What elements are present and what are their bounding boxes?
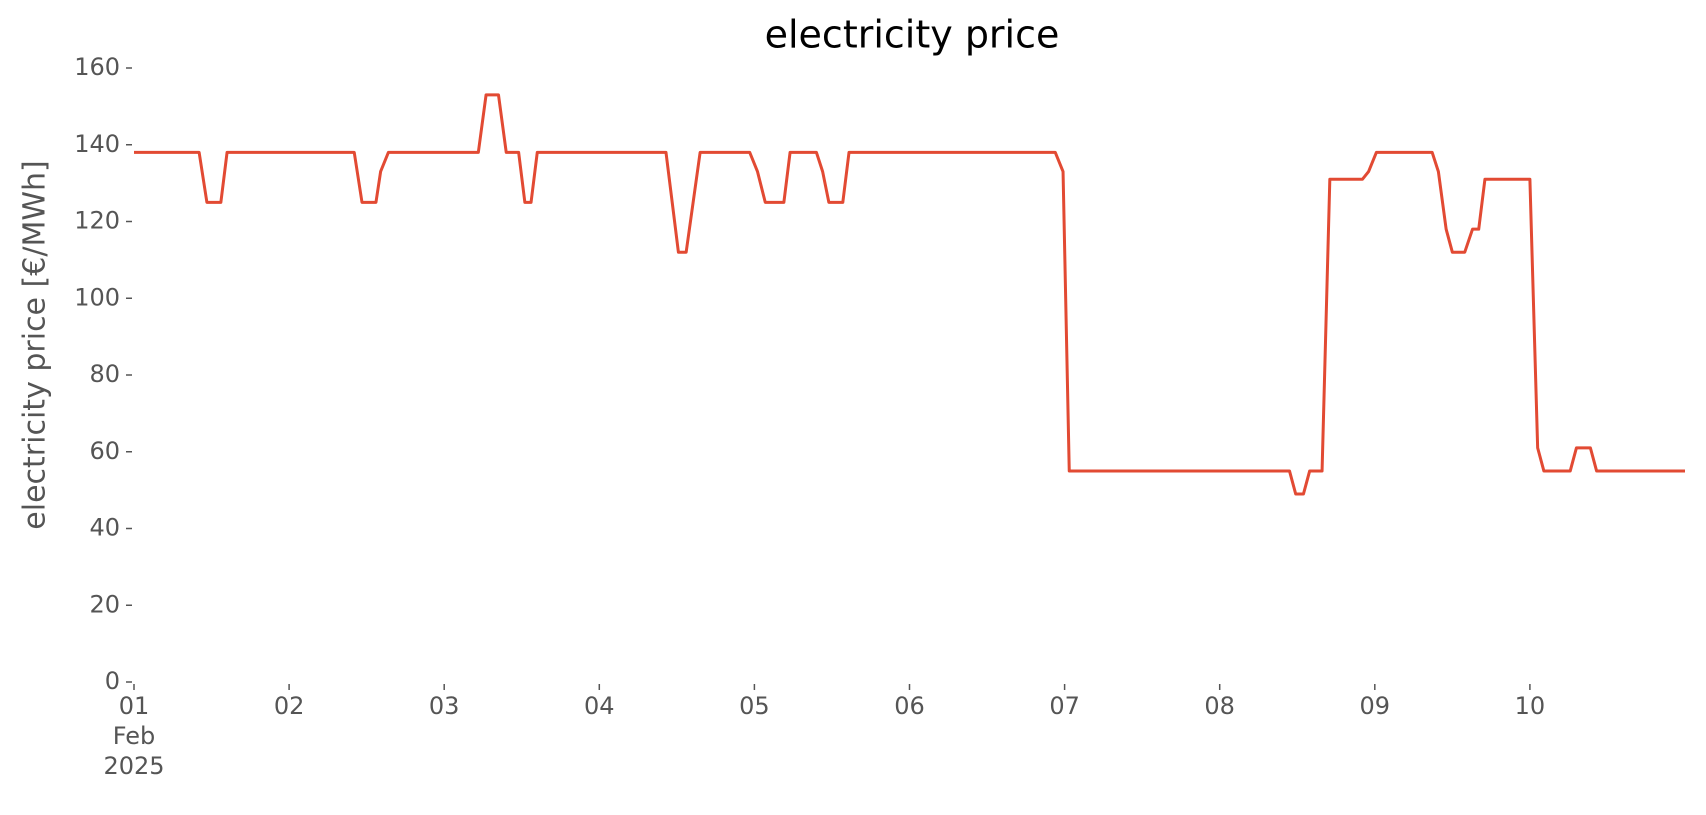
x-tick-label: 04: [584, 692, 615, 720]
x-tick-label: 05: [739, 692, 770, 720]
x-tick-label: 02: [273, 692, 305, 720]
y-tick-label: 20: [89, 590, 120, 618]
y-tick-label: 140: [74, 130, 120, 158]
y-tick-label: 160: [74, 53, 120, 81]
y-tick-label: 120: [74, 207, 120, 235]
x-tick-label: 08: [1204, 692, 1235, 720]
chart-title: electricity price: [765, 13, 1060, 57]
y-tick-label: 100: [74, 283, 120, 311]
x-tick-label: 03: [428, 692, 460, 720]
line: [134, 93, 1685, 496]
x-tick-label: 09: [1359, 692, 1391, 720]
y-tick-label: 60: [89, 437, 120, 465]
x-tick-label: 06: [894, 692, 925, 720]
y-tick-label: 80: [89, 360, 120, 388]
x-tick-label: 07: [1049, 692, 1080, 720]
y-tick-label: 0: [105, 667, 120, 695]
y-axis-label: electricity price [€/MWh]: [18, 160, 53, 529]
x-tick-label: 10: [1514, 692, 1546, 720]
y-tick-label: 40: [89, 514, 120, 542]
x-tick-label: 01 Feb 2025: [103, 692, 165, 780]
